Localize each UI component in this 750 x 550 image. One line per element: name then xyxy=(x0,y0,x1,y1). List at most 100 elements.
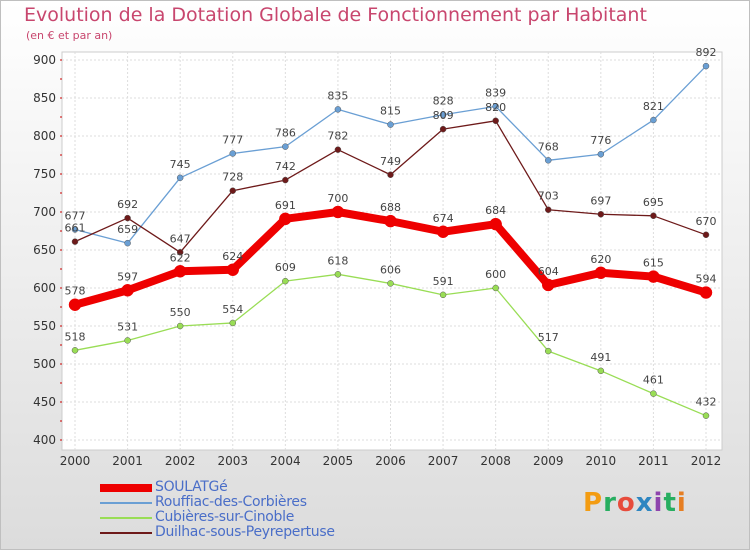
logo-letter: t xyxy=(663,488,677,518)
data-point xyxy=(121,284,134,297)
data-label: 688 xyxy=(380,201,401,214)
x-tick-label: 2012 xyxy=(691,454,722,468)
data-point xyxy=(489,217,502,231)
data-label: 697 xyxy=(590,194,611,207)
y-tick-label: 600 xyxy=(33,281,56,295)
y-tick-label: 900 xyxy=(33,53,56,67)
y-tick-label: 500 xyxy=(33,357,56,371)
data-label: 892 xyxy=(696,46,717,59)
legend-label: SOULATGé xyxy=(155,479,228,495)
legend-label: Rouffiac-des-Corbières xyxy=(155,494,307,510)
y-tick-label: 700 xyxy=(33,205,56,219)
data-point xyxy=(492,117,499,125)
x-tick-label: 2009 xyxy=(533,454,564,468)
data-point xyxy=(334,106,342,113)
data-label: 606 xyxy=(380,263,401,276)
x-tick-label: 2011 xyxy=(638,454,669,468)
data-label: 835 xyxy=(327,89,348,102)
data-label: 768 xyxy=(538,140,559,153)
data-point xyxy=(71,347,79,354)
data-point xyxy=(702,231,710,239)
x-tick-label: 2001 xyxy=(112,454,143,468)
logo-letter: o xyxy=(616,488,636,518)
x-tick-label: 2010 xyxy=(586,454,617,468)
data-point xyxy=(439,111,447,118)
logo-letter: i xyxy=(676,488,687,518)
data-label: 820 xyxy=(485,101,506,114)
logo-letter: r xyxy=(603,488,617,518)
data-label: 670 xyxy=(696,215,717,228)
y-tick-label: 400 xyxy=(33,433,56,447)
data-point xyxy=(387,171,394,179)
data-label: 517 xyxy=(538,331,559,344)
data-label: 742 xyxy=(275,160,296,173)
data-label: 554 xyxy=(222,303,243,316)
data-label: 674 xyxy=(433,212,454,225)
data-label: 518 xyxy=(65,330,86,343)
data-point xyxy=(492,103,499,110)
data-label: 531 xyxy=(117,320,138,333)
data-point xyxy=(176,174,184,182)
data-label: 809 xyxy=(433,109,454,122)
legend-swatch xyxy=(100,484,152,492)
data-point xyxy=(229,319,236,327)
data-point xyxy=(647,270,660,283)
data-label: 461 xyxy=(643,374,664,387)
data-label: 786 xyxy=(275,127,296,140)
data-point xyxy=(282,277,289,285)
data-label: 597 xyxy=(117,270,138,283)
data-point xyxy=(68,298,82,311)
x-tick-label: 2004 xyxy=(270,454,301,468)
chart-title: Evolution de la Dotation Globale de Fonc… xyxy=(24,4,647,26)
data-label: 692 xyxy=(117,198,138,211)
legend-swatch xyxy=(100,502,152,504)
data-point xyxy=(702,412,710,419)
data-point xyxy=(334,146,342,153)
logo-letter: x xyxy=(635,488,654,518)
data-point xyxy=(439,291,447,299)
data-label: 684 xyxy=(485,204,506,217)
data-point xyxy=(173,265,187,278)
data-point xyxy=(387,280,394,287)
data-point xyxy=(282,176,289,184)
data-point xyxy=(545,157,552,164)
data-point xyxy=(384,214,397,228)
data-label: 703 xyxy=(538,190,559,203)
data-point xyxy=(650,390,657,397)
data-label: 491 xyxy=(590,351,611,364)
x-tick-label: 2000 xyxy=(60,454,91,468)
x-tick-label: 2002 xyxy=(165,454,196,468)
data-label: 661 xyxy=(65,222,86,235)
data-label: 700 xyxy=(327,192,348,205)
data-label: 609 xyxy=(275,261,296,274)
proxiti-logo: Proxiti xyxy=(583,488,687,518)
x-tick-label: 2006 xyxy=(375,454,406,468)
data-point xyxy=(699,286,713,299)
plot-area xyxy=(61,51,723,451)
data-label: 677 xyxy=(65,209,86,222)
data-label: 782 xyxy=(327,130,348,143)
data-point xyxy=(492,284,499,292)
data-point xyxy=(650,212,657,220)
data-label: 647 xyxy=(170,232,191,245)
data-point xyxy=(282,143,289,150)
data-label: 821 xyxy=(643,100,664,113)
y-tick-label: 850 xyxy=(33,91,56,105)
data-point xyxy=(331,205,345,219)
data-label: 594 xyxy=(696,273,717,286)
logo-letter: i xyxy=(653,488,664,518)
data-point xyxy=(226,263,239,277)
data-label: 749 xyxy=(380,155,401,168)
data-label: 615 xyxy=(643,257,664,270)
data-point xyxy=(597,367,605,375)
data-point xyxy=(439,125,447,133)
legend-label: Cubières-sur-Cinoble xyxy=(155,509,295,525)
data-point xyxy=(334,271,342,278)
x-tick-label: 2005 xyxy=(323,454,354,468)
data-label: 620 xyxy=(590,253,611,266)
y-tick-label: 750 xyxy=(33,167,56,181)
data-point xyxy=(387,121,394,128)
data-label: 776 xyxy=(590,134,611,147)
data-label: 815 xyxy=(380,105,401,118)
